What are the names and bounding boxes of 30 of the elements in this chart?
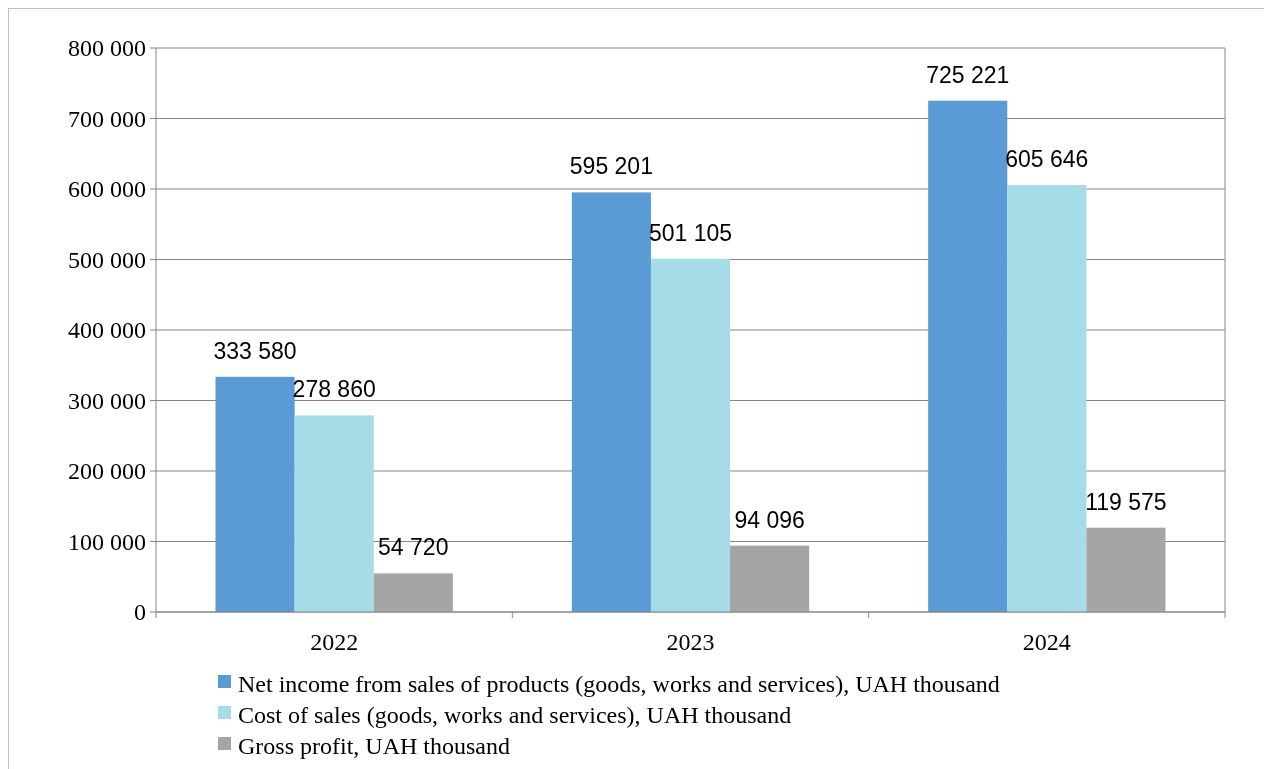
y-tick-label: 200 000	[68, 458, 146, 485]
bar	[928, 100, 1008, 612]
data-label: 725 221	[926, 61, 1010, 88]
x-tick-label: 2024	[1022, 629, 1071, 655]
bar	[650, 258, 731, 612]
legend-label: Net income from sales of products (goods, works and services), UAH thousand	[238, 671, 1000, 698]
y-tick-label: 500 000	[68, 246, 146, 273]
bar	[373, 573, 453, 612]
x-tick-label: 2023	[666, 629, 715, 655]
y-tick-label: 700 000	[68, 105, 146, 132]
y-tick-label: 600 000	[68, 176, 146, 203]
legend-label: Cost of sales (goods, works and services), UAH thousand	[238, 702, 792, 729]
y-tick-label: 800 000	[68, 35, 146, 62]
bar	[1007, 185, 1087, 612]
data-label: 119 575	[1085, 488, 1167, 515]
bar	[215, 376, 295, 612]
bar	[730, 545, 810, 612]
y-tick-label: 300 000	[68, 387, 146, 414]
y-tick-label: 400 000	[68, 317, 146, 344]
y-tick-label: 0	[134, 599, 146, 626]
y-tick-label: 100 000	[68, 528, 146, 555]
bar	[571, 192, 651, 612]
data-label: 94 096	[734, 506, 805, 533]
x-tick-label: 2022	[310, 629, 359, 655]
data-label: 54 720	[378, 534, 449, 561]
bar	[294, 415, 374, 612]
legend-label: Gross profit, UAH thousand	[238, 733, 510, 760]
data-label: 595 201	[569, 153, 653, 180]
data-label: 333 580	[213, 337, 297, 364]
bar	[1086, 527, 1166, 612]
